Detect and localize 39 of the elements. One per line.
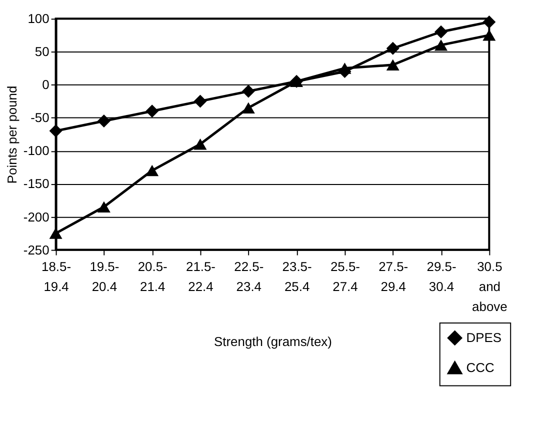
legend-label: DPES	[466, 330, 502, 345]
x-tick-label: 18.5- 19.4	[42, 259, 72, 294]
y-tick-label: -250	[23, 242, 50, 258]
y-tick-label: 100	[28, 11, 50, 26]
point	[242, 102, 255, 114]
y-tick-label: -150	[23, 176, 50, 192]
point	[97, 201, 110, 212]
y-tick-label: -200	[23, 209, 50, 224]
point	[49, 124, 62, 138]
point	[434, 25, 448, 38]
point	[242, 84, 255, 98]
x-axis-title: Strength (grams/tex)	[214, 334, 332, 349]
point	[386, 59, 400, 71]
point	[49, 228, 62, 239]
point	[482, 15, 496, 28]
point	[194, 94, 207, 108]
x-tick-label: 23.5- 25.4	[282, 259, 312, 294]
x-tick-label: 30.5 and above	[472, 259, 508, 314]
x-tick-label: 27.5- 29.4	[378, 259, 408, 294]
x-tick-label: 29.5- 30.4	[426, 259, 456, 294]
point	[146, 164, 159, 176]
x-tick-label: 25.5- 27.4	[330, 259, 360, 294]
x-tick-label: 20.5- 21.4	[138, 259, 168, 294]
point	[482, 30, 496, 41]
point	[434, 39, 448, 51]
point	[146, 104, 159, 118]
y-tick-label: 0	[42, 77, 50, 92]
x-tick-label: 22.5- 23.4	[234, 259, 264, 294]
y-tick-label: -100	[23, 143, 50, 158]
point	[338, 62, 352, 74]
y-tick-label: -50	[30, 110, 50, 126]
point	[97, 114, 110, 128]
point	[194, 138, 207, 150]
x-tick-label: 21.5- 22.4	[186, 259, 216, 294]
point	[386, 42, 400, 55]
y-tick-label: 50	[34, 44, 50, 60]
x-tick-label: 19.5- 20.4	[90, 259, 120, 294]
y-axis-title: Points per pound	[4, 86, 20, 184]
legend-label: CCC	[466, 360, 494, 375]
